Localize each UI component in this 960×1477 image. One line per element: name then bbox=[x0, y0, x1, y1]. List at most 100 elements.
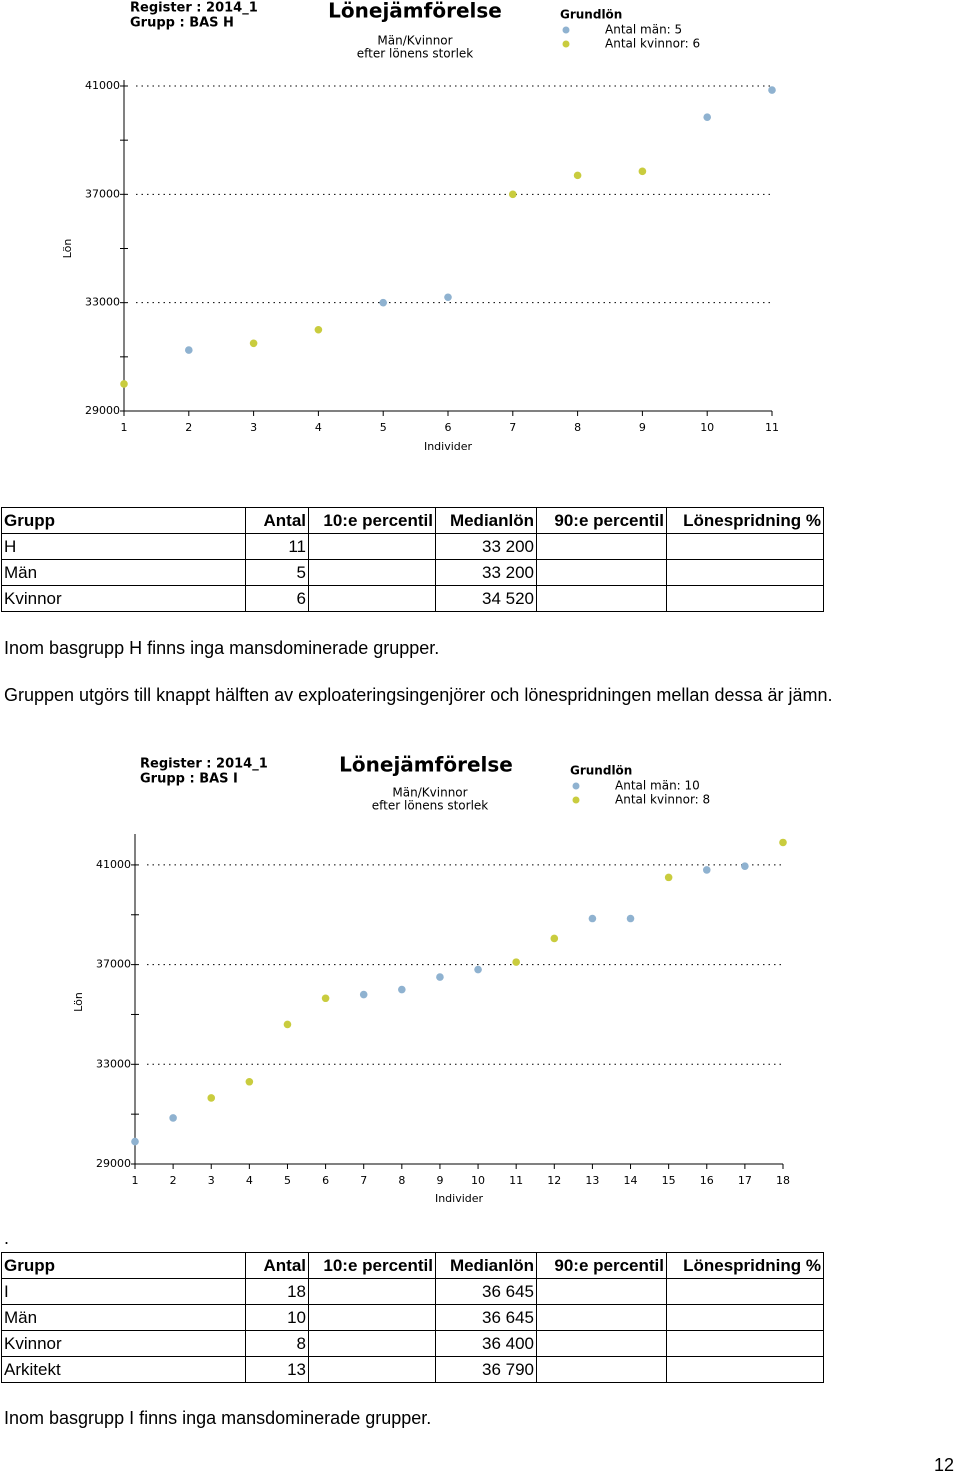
cell bbox=[666, 585, 824, 612]
point bbox=[626, 914, 635, 923]
table: Grupp Antal 10:e percentil Medianlön 90:e pe… bbox=[1, 507, 824, 612]
legend-marker bbox=[572, 782, 580, 790]
separator: . bbox=[4, 1228, 10, 1248]
cell: Antal bbox=[245, 507, 309, 534]
point bbox=[588, 914, 597, 923]
cell bbox=[666, 559, 824, 586]
group: Grupp : BAS I bbox=[140, 772, 238, 787]
legend-title: Grundlön bbox=[570, 764, 632, 778]
x-tick-label: 8 bbox=[574, 421, 581, 434]
point bbox=[741, 862, 749, 870]
register: Register : 2014_1 bbox=[140, 757, 268, 772]
y-tick-label: 33000 bbox=[85, 296, 120, 309]
x-tick-label: 3 bbox=[208, 1174, 215, 1187]
point bbox=[379, 298, 388, 307]
cell: 10 bbox=[245, 1304, 309, 1331]
x-tick-label: 6 bbox=[322, 1174, 329, 1187]
cell: Kvinnor bbox=[1, 585, 246, 612]
point bbox=[768, 86, 776, 94]
point bbox=[573, 171, 582, 180]
cell bbox=[308, 1304, 436, 1331]
header-row: Grupp Antal 10:e percentil Medianlön 90:e pe… bbox=[1, 507, 824, 534]
x-tick-label: 10 bbox=[700, 421, 714, 434]
cell: Antal bbox=[245, 1252, 309, 1279]
x-tick-label: 2 bbox=[170, 1174, 177, 1187]
x-tick-label: 3 bbox=[250, 421, 257, 434]
page-number: 12 bbox=[934, 1455, 955, 1475]
cell: 90:e percentil bbox=[536, 507, 667, 534]
x-tick-label: 15 bbox=[662, 1174, 676, 1187]
cell bbox=[536, 1330, 667, 1357]
y-tick-label: 41000 bbox=[85, 79, 120, 92]
chart-title: Lönejämförelse bbox=[328, 0, 502, 23]
x-tick-label: 7 bbox=[360, 1174, 367, 1187]
point bbox=[120, 380, 128, 388]
paragraph: Gruppen utgörs till knappt hälften av ex… bbox=[4, 685, 833, 705]
point bbox=[474, 965, 482, 974]
x-tick-label: 8 bbox=[398, 1174, 405, 1187]
cell: 36 790 bbox=[435, 1356, 537, 1383]
register: Register : 2014_1 bbox=[130, 1, 258, 16]
row: Kvinnor 6 34 520 bbox=[1, 585, 824, 612]
header-row: Grupp Antal 10:e percentil Medianlön 90:e pe… bbox=[1, 1252, 824, 1279]
point bbox=[249, 339, 258, 348]
cell: Arkitekt bbox=[1, 1356, 246, 1383]
x-tick-label: 1 bbox=[121, 421, 128, 434]
x-tick-label: 7 bbox=[509, 421, 516, 434]
x-tick-label: 17 bbox=[738, 1174, 752, 1187]
cell: 10:e percentil bbox=[308, 507, 436, 534]
cell: Män bbox=[1, 559, 246, 586]
point bbox=[169, 1114, 177, 1122]
y-tick-label: 37000 bbox=[96, 958, 131, 971]
x-axis-label: Individer bbox=[435, 1192, 484, 1205]
cell: Medianlön bbox=[435, 1252, 537, 1279]
point bbox=[444, 293, 452, 302]
cell: 36 645 bbox=[435, 1304, 537, 1331]
point bbox=[664, 873, 673, 882]
legend-marker bbox=[572, 796, 580, 804]
cell bbox=[308, 1278, 436, 1305]
cell: 5 bbox=[245, 559, 309, 586]
x-tick-label: 5 bbox=[380, 421, 387, 434]
table: Grupp Antal 10:e percentil Medianlön 90:e pe… bbox=[1, 1252, 824, 1383]
legend-label: Antal kvinnor: 6 bbox=[605, 37, 700, 51]
x-tick-label: 18 bbox=[776, 1174, 790, 1187]
cell: 34 520 bbox=[435, 585, 537, 612]
x-tick-label: 4 bbox=[315, 421, 322, 434]
point bbox=[185, 346, 193, 354]
x-tick-label: 6 bbox=[445, 421, 452, 434]
cell: H bbox=[1, 533, 246, 560]
row: Kvinnor 8 36 400 bbox=[1, 1330, 824, 1357]
subtitle: efter lönens storlek bbox=[357, 47, 474, 61]
cell: Män bbox=[1, 1304, 246, 1331]
row: Män 10 36 645 bbox=[1, 1304, 824, 1331]
point bbox=[550, 934, 559, 943]
legend-marker bbox=[562, 26, 570, 34]
point bbox=[702, 866, 711, 874]
point bbox=[283, 1020, 292, 1029]
point bbox=[779, 838, 787, 847]
row: H 11 33 200 bbox=[1, 533, 824, 560]
x-tick-label: 14 bbox=[624, 1174, 638, 1187]
point bbox=[359, 990, 368, 999]
y-tick-label: 37000 bbox=[85, 187, 120, 200]
paragraph: Inom basgrupp I finns inga mansdominerad… bbox=[4, 1408, 432, 1428]
cell bbox=[536, 1278, 667, 1305]
cell: 90:e percentil bbox=[536, 1252, 667, 1279]
cell: 13 bbox=[245, 1356, 309, 1383]
cell bbox=[536, 559, 667, 586]
cell bbox=[308, 1330, 436, 1357]
cell: 33 200 bbox=[435, 533, 537, 560]
point bbox=[398, 985, 406, 994]
legend-label: Antal män: 10 bbox=[615, 779, 700, 793]
legend-label: Antal män: 5 bbox=[605, 23, 682, 37]
point bbox=[436, 973, 444, 981]
x-tick-label: 13 bbox=[585, 1174, 599, 1187]
x-tick-label: 16 bbox=[700, 1174, 714, 1187]
point bbox=[703, 113, 711, 121]
paragraph: Inom basgrupp H finns inga mansdominerad… bbox=[4, 638, 440, 658]
subtitle: Män/Kvinnor bbox=[377, 34, 452, 48]
cell: 36 645 bbox=[435, 1278, 537, 1305]
row: Arkitekt 13 36 790 bbox=[1, 1356, 824, 1383]
